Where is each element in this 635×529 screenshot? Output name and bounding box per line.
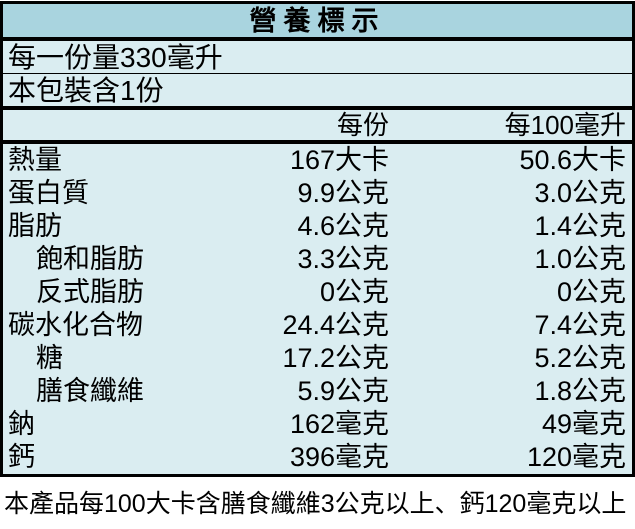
table-row: 蛋白質 9.9公克 3.0公克 — [3, 177, 632, 210]
per-serving-value: 3.3公克 — [297, 244, 389, 274]
table-row: 鈣 396毫克 120毫克 — [3, 441, 632, 474]
nutrition-facts-title: 營養標示 — [3, 4, 632, 41]
table-row: 糖 17.2公克 5.2公克 — [3, 342, 632, 375]
per-serving-value: 167大卡 — [289, 145, 389, 175]
table-row: 碳水化合物 24.4公克 7.4公克 — [3, 309, 632, 342]
per-100ml-value: 7.4公克 — [534, 310, 626, 340]
row-label: 膳食纖維 — [36, 376, 144, 406]
per-serving-value: 17.2公克 — [282, 343, 389, 373]
per-100ml-value: 49毫克 — [541, 409, 626, 439]
row-label: 飽和脂肪 — [36, 244, 144, 274]
per-serving-value: 162毫克 — [289, 409, 389, 439]
column-header-row: 每份 每100毫升 — [3, 106, 632, 144]
row-label: 蛋白質 — [8, 178, 89, 208]
per-serving-value: 0公克 — [319, 277, 389, 307]
row-label: 糖 — [36, 343, 63, 373]
per-100ml-value: 1.0公克 — [534, 244, 626, 274]
column-header-per-100ml: 每100毫升 — [504, 110, 626, 140]
footnote: 本產品每100大卡含膳食纖維3公克以上、鈣120毫克以上 — [4, 481, 635, 527]
table-row: 反式脂肪 0公克 0公克 — [3, 276, 632, 309]
per-serving-value: 24.4公克 — [282, 310, 389, 340]
per-serving-value: 4.6公克 — [297, 211, 389, 241]
nutrition-table: 營養標示 每一份量330毫升 本包裝含1份 每份 每100毫升 熱量 167大卡… — [0, 1, 635, 477]
table-row: 膳食纖維 5.9公克 1.8公克 — [3, 375, 632, 408]
per-100ml-value: 1.4公克 — [534, 211, 626, 241]
per-serving-value: 9.9公克 — [297, 178, 389, 208]
row-label: 熱量 — [8, 145, 62, 175]
column-header-spacer — [3, 110, 229, 140]
table-row: 飽和脂肪 3.3公克 1.0公克 — [3, 243, 632, 276]
table-row: 鈉 162毫克 49毫克 — [3, 408, 632, 441]
row-label: 脂肪 — [8, 211, 62, 241]
per-serving-value: 396毫克 — [289, 442, 389, 472]
per-100ml-value: 0公克 — [556, 277, 626, 307]
per-100ml-value: 50.6大卡 — [519, 145, 626, 175]
per-serving-value: 5.9公克 — [297, 376, 389, 406]
per-100ml-value: 3.0公克 — [534, 178, 626, 208]
serving-size-line: 每一份量330毫升 — [3, 41, 632, 74]
column-header-per-serving: 每份 — [336, 110, 389, 140]
table-row: 脂肪 4.6公克 1.4公克 — [3, 210, 632, 243]
row-label: 鈉 — [8, 409, 35, 439]
per-100ml-value: 1.8公克 — [534, 376, 626, 406]
servings-per-package-line: 本包裝含1份 — [8, 75, 164, 106]
table-row: 熱量 167大卡 50.6大卡 — [3, 144, 632, 177]
row-label: 反式脂肪 — [36, 277, 144, 307]
per-100ml-value: 5.2公克 — [534, 343, 626, 373]
per-100ml-value: 120毫克 — [526, 442, 626, 472]
row-label: 碳水化合物 — [8, 310, 143, 340]
row-label: 鈣 — [8, 442, 35, 472]
